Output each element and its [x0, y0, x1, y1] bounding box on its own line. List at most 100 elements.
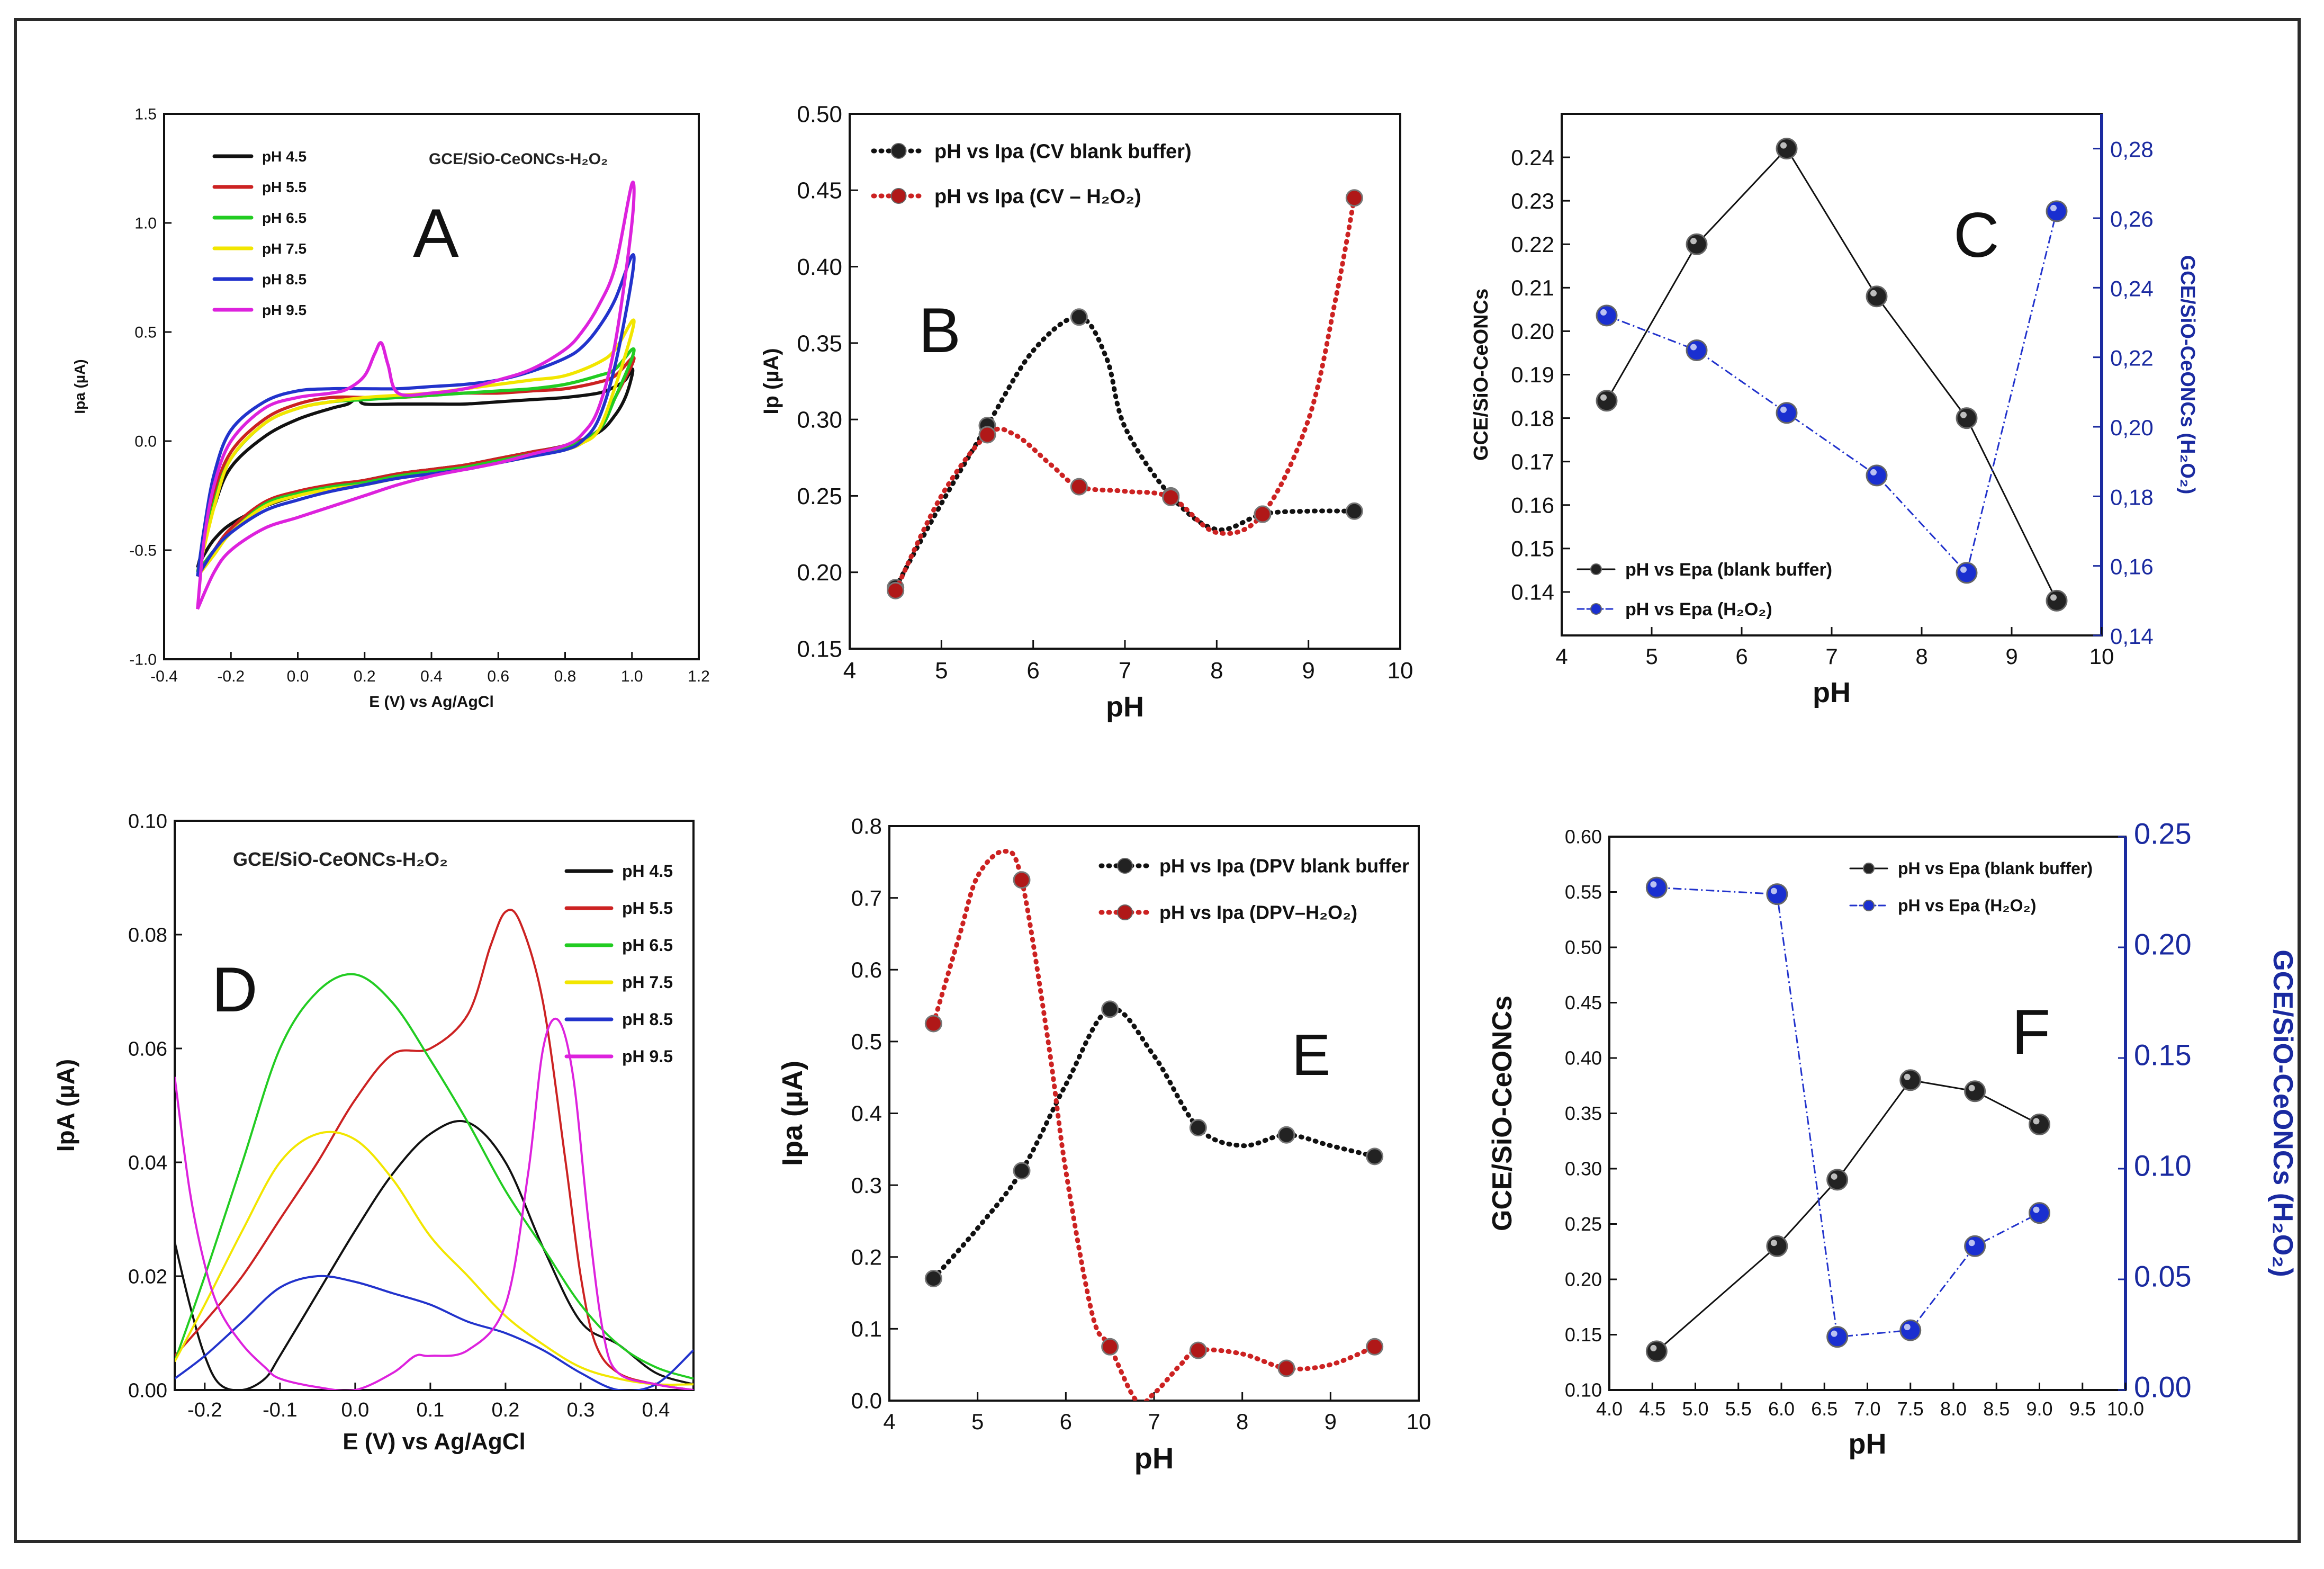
x-tick-label: 6 [1735, 644, 1747, 669]
data-point [2029, 1202, 2050, 1224]
y-tick-label: 0.20 [797, 560, 842, 586]
data-point-highlight [1831, 1330, 1837, 1337]
series-group [1596, 138, 2068, 612]
y-tick-label: 0.17 [1511, 449, 1554, 474]
x-tick-label: 4.5 [1639, 1398, 1665, 1420]
right-y-tick-label: 0,22 [2110, 346, 2154, 371]
series-line [931, 848, 1377, 1401]
y-tick-label: 0.2 [851, 1244, 882, 1269]
data-point [1162, 488, 1180, 506]
legend-label: pH vs Ipa (CV blank buffer) [934, 140, 1192, 163]
series-line [196, 356, 636, 578]
y-tick-label: -1.0 [129, 651, 157, 669]
x-tick-label: 7 [1119, 658, 1131, 684]
x-tick-label: 6.5 [1811, 1398, 1837, 1420]
y-tick-label: 0.50 [1565, 937, 1602, 958]
right-y-tick-label: 0,18 [2110, 485, 2154, 509]
legend-label: pH 4.5 [262, 148, 307, 165]
data-point-highlight [2050, 594, 2057, 601]
y-tick-label: 0.16 [1511, 492, 1554, 517]
data-point [1956, 407, 1978, 429]
data-point-highlight [1904, 1324, 1911, 1331]
right-y-axis-label: GCE/SiO-CeONCs (H₂O₂) [2267, 949, 2298, 1277]
data-point-highlight [1870, 290, 1877, 297]
series-line [1656, 1079, 2040, 1352]
x-axis-label: pH [1106, 691, 1144, 723]
x-tick-label: 1.0 [621, 668, 643, 685]
legend-label: pH 8.5 [622, 1010, 673, 1029]
x-tick-label: 7 [1148, 1409, 1160, 1434]
series-line [196, 347, 636, 573]
right-y-tick-label: 0.25 [2134, 817, 2192, 850]
y-tick-label: -0.5 [129, 542, 157, 560]
data-point-highlight [1780, 142, 1787, 149]
x-tick-label: 0.3 [567, 1399, 595, 1421]
y-tick-label: 0.06 [128, 1038, 167, 1060]
x-tick-label: 8.5 [1983, 1398, 2010, 1420]
data-point [1956, 562, 1978, 584]
y-tick-label: 0.60 [1565, 826, 1602, 848]
chart-title: GCE/SiO-CeONCs-H₂O₂ [233, 848, 448, 870]
data-point [1776, 402, 1798, 424]
data-point [2046, 589, 2068, 612]
x-tick-label: 4 [1555, 644, 1568, 669]
legend-label: pH 6.5 [262, 210, 307, 226]
legend-marker [890, 143, 907, 159]
panel-letter: D [212, 954, 258, 1025]
legend-label: pH vs Ipa (CV – H₂O₂) [934, 185, 1141, 208]
data-point [2029, 1113, 2050, 1135]
y-axis-label: GCE/SiO-CeONCs [1487, 996, 1518, 1231]
data-point-highlight [1600, 394, 1607, 401]
y-tick-label: 0.02 [128, 1266, 167, 1288]
data-point [924, 1269, 942, 1287]
y-tick-label: 0.4 [851, 1101, 882, 1126]
x-tick-label: 0.8 [554, 668, 577, 685]
data-point-highlight [1870, 469, 1877, 476]
chart-panel-c: 4 5 6 7 8 9 10 0.14 0.15 0.16 0.17 0.18 0.19 0.20 0.21… [1470, 113, 2199, 709]
legend-marker [1590, 563, 1602, 575]
series-line [893, 195, 1357, 593]
chart-title: GCE/SiO-CeONCs-H₂O₂ [429, 150, 608, 168]
data-point-highlight [1968, 1084, 1975, 1091]
y-tick-label: 1.5 [134, 106, 157, 123]
x-tick-label: -0.2 [187, 1399, 222, 1421]
y-tick-label: 0.23 [1511, 189, 1554, 213]
series-line [175, 1131, 693, 1386]
y-tick-label: 0.30 [1565, 1158, 1602, 1180]
data-point [1826, 1326, 1849, 1348]
right-y-tick-label: 0,24 [2110, 276, 2154, 301]
data-point-highlight [1650, 1344, 1657, 1351]
y-axis-label: IpA (µA) [52, 1059, 79, 1152]
data-point [1596, 304, 1618, 327]
x-tick-label: 4 [883, 1409, 895, 1434]
x-axis-label: pH [1849, 1428, 1887, 1460]
y-tick-label: 0.08 [128, 924, 167, 946]
legend-label: pH 4.5 [622, 862, 673, 881]
right-y-tick-label: 0.10 [2134, 1149, 2192, 1182]
x-tick-label: 9 [1302, 658, 1314, 684]
data-point [1645, 876, 1668, 899]
legend-label: pH 5.5 [622, 899, 673, 918]
x-tick-label: 0.4 [420, 668, 443, 685]
series-line [196, 367, 635, 569]
legend-marker [1590, 603, 1602, 615]
data-point [1645, 1340, 1668, 1362]
panel-letter: F [2012, 997, 2050, 1068]
x-tick-label: 9 [1325, 1409, 1337, 1434]
y-tick-label: 0.5 [134, 324, 157, 342]
right-y-tick-label: 0.20 [2134, 928, 2192, 961]
right-y-tick-label: 0.05 [2134, 1260, 2192, 1293]
data-point [1899, 1319, 1922, 1341]
data-point-highlight [1600, 309, 1607, 316]
right-y-tick-label: 0,16 [2110, 554, 2154, 579]
legend-label: pH 6.5 [622, 936, 673, 955]
y-tick-label: 0.30 [797, 407, 842, 433]
y-axis-label: Ipa (µA) [777, 1061, 808, 1166]
x-tick-label: 6 [1060, 1409, 1072, 1434]
data-point-highlight [1831, 1173, 1837, 1180]
data-point-highlight [1960, 411, 1967, 418]
legend-label: pH 9.5 [622, 1047, 673, 1066]
series-line [175, 909, 693, 1390]
right-y-tick-label: 0,28 [2110, 137, 2154, 162]
y-tick-label: 0.40 [1565, 1047, 1602, 1069]
